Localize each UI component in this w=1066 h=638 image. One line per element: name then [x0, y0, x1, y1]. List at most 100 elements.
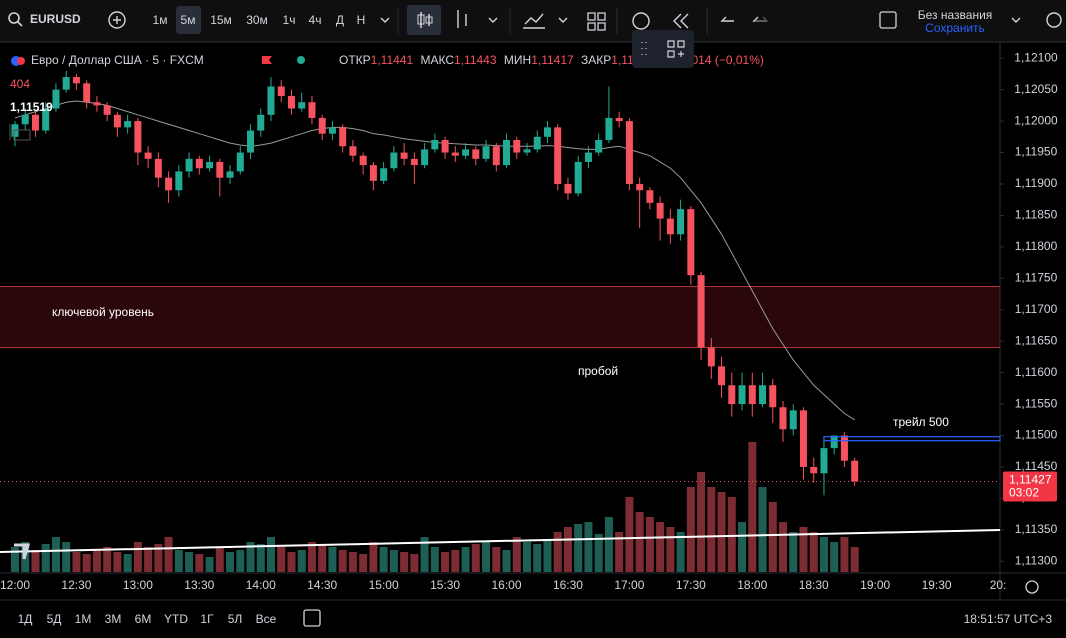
volume-bar [461, 547, 470, 572]
candle-body [83, 83, 91, 103]
candle-body [328, 127, 336, 134]
range-button[interactable]: 6М [135, 612, 152, 626]
range-button[interactable]: Все [256, 612, 277, 626]
search-icon[interactable] [8, 12, 20, 24]
candle-body [154, 158, 162, 178]
x-tick-label: 19:00 [860, 578, 890, 592]
volume-bar [379, 547, 388, 572]
chevron[interactable] [380, 17, 390, 23]
volume-bar [768, 502, 777, 572]
candle-body [656, 202, 664, 219]
interval-button[interactable]: 1ч [283, 13, 296, 27]
x-tick-label: 17:00 [614, 578, 644, 592]
replay-undo-icons[interactable] [673, 13, 766, 29]
range-button[interactable]: 3М [105, 612, 122, 626]
interval-button[interactable]: 5м [181, 13, 196, 27]
symbol[interactable]: EURUSD [30, 12, 81, 26]
x-tick-label: 12:00 [0, 578, 30, 592]
volume-bar [758, 487, 767, 572]
volume-bar [31, 550, 40, 572]
volume-bar [113, 552, 122, 572]
volume-bar [656, 522, 665, 572]
candle-body [799, 410, 807, 467]
candle-body [840, 435, 848, 461]
range-button[interactable]: YTD [164, 612, 188, 626]
candle-body [421, 149, 429, 166]
search-icon[interactable] [1046, 12, 1062, 28]
x-tick-label: 15:00 [369, 578, 399, 592]
volume-bar [174, 550, 183, 572]
range-button[interactable]: 1Г [200, 612, 214, 626]
volume-bar [819, 537, 828, 572]
candle-body [339, 127, 347, 147]
volume-bar [328, 547, 337, 572]
candle-body [410, 158, 418, 166]
candle-body [257, 114, 265, 131]
alert-icon[interactable] [632, 12, 650, 30]
interval-button[interactable]: 1м [153, 13, 168, 27]
y-tick-label: 1,11750 [1015, 270, 1058, 284]
range-button[interactable]: 5Л [228, 612, 243, 626]
open-label: ОТКР [339, 53, 371, 67]
volume-bar [676, 532, 685, 572]
candle-body [113, 114, 121, 128]
layout-icon[interactable] [587, 12, 606, 31]
add-widget-icon[interactable] [667, 40, 685, 58]
candle-body [718, 366, 726, 386]
volume-bar [850, 547, 859, 572]
interval-button[interactable]: 4ч [309, 13, 322, 27]
y-tick-label: 1,11450 [1015, 459, 1058, 473]
candle-body [236, 152, 244, 172]
overlays: ключевой уровень пробой трейл 500 [0, 305, 1001, 553]
settings-icon[interactable] [1025, 580, 1039, 594]
x-tick-label: 13:30 [184, 578, 214, 592]
volume-bar [574, 524, 583, 572]
candle-body [216, 161, 224, 178]
volume-bar [594, 534, 603, 572]
y-tick-label: 1,11900 [1015, 176, 1058, 190]
layout-name[interactable]: Без названия [918, 8, 993, 22]
add-symbol[interactable] [108, 11, 126, 29]
candle-body [103, 105, 111, 115]
candle-body [277, 86, 285, 96]
last-price-label: 1,11427 [1009, 473, 1052, 487]
save-status: Сохранить [925, 21, 985, 35]
candle-body [298, 102, 306, 109]
range-button[interactable]: 5Д [47, 612, 62, 626]
trail-line [823, 436, 1001, 442]
volume-bar [779, 522, 787, 572]
layout-box[interactable] [879, 11, 897, 29]
drag-handle [641, 42, 647, 55]
interval-button[interactable]: Н [357, 13, 366, 27]
high-label: МАКС [421, 53, 455, 67]
candle-body [247, 130, 255, 153]
interval-button[interactable]: Д [336, 13, 344, 27]
interval-button[interactable]: 15м [210, 13, 232, 27]
range-button[interactable]: 1М [75, 612, 92, 626]
candle-icon [425, 16, 433, 24]
volume-bar [277, 547, 286, 572]
volume-bar [584, 522, 593, 572]
volume-bar [72, 552, 81, 572]
calendar-icon[interactable] [303, 609, 321, 627]
candle-body [52, 89, 60, 109]
flag-icon[interactable] [262, 56, 272, 64]
candle-body [134, 121, 142, 153]
candle-body [308, 102, 316, 118]
volume-bar [512, 537, 521, 572]
y-tick-label: 1,11350 [1015, 522, 1058, 536]
volume-bar [359, 554, 368, 572]
candle-body [564, 183, 572, 194]
close-label: ЗАКР [581, 53, 611, 67]
candle-body [595, 139, 603, 153]
y-tick-label: 1,11600 [1015, 365, 1058, 379]
chevron[interactable] [1011, 17, 1021, 23]
interval-button[interactable]: 30м [246, 13, 268, 27]
candle-body [738, 385, 746, 405]
volume-bar [492, 547, 501, 572]
range-button[interactable]: 1Д [18, 612, 33, 626]
tool-icons[interactable] [457, 10, 568, 29]
floating-toolbar[interactable] [632, 30, 694, 68]
candle-body [42, 108, 50, 131]
